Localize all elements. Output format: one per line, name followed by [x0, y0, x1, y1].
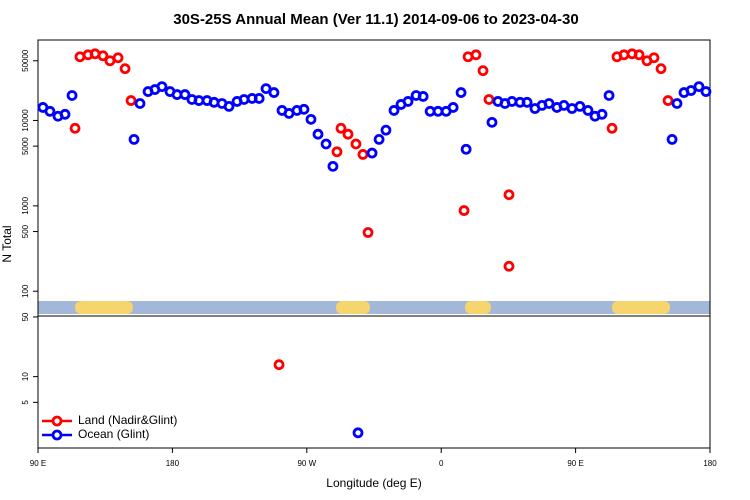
plot-frame	[37, 39, 711, 449]
land-patch	[336, 301, 370, 314]
point	[112, 52, 124, 64]
point	[655, 63, 667, 75]
point	[253, 93, 265, 104]
legend-label: Land (Nadir&Glint)	[78, 413, 177, 427]
y-axis-label: N Total	[0, 225, 14, 262]
y-tick-label: 1000	[21, 196, 30, 214]
point	[596, 108, 608, 120]
point	[298, 103, 310, 115]
point	[357, 149, 369, 160]
point	[460, 143, 472, 155]
land-patch	[75, 301, 133, 314]
point	[603, 90, 615, 101]
point	[470, 49, 482, 61]
point	[179, 89, 191, 100]
legend: Land (Nadir&Glint)Ocean (Glint)	[42, 413, 177, 441]
point	[223, 101, 235, 112]
point	[666, 133, 678, 145]
point	[693, 81, 705, 93]
point	[119, 63, 131, 75]
point	[380, 124, 392, 136]
point	[477, 65, 489, 77]
y-tick-label: 100	[21, 284, 30, 298]
point	[662, 95, 674, 106]
point	[543, 98, 555, 109]
y-tick-label: 50	[21, 312, 30, 321]
point	[327, 160, 339, 172]
legend-marker	[51, 415, 63, 427]
y-tick-label: 5000	[21, 137, 30, 155]
point	[455, 87, 467, 98]
point	[350, 138, 362, 150]
point	[582, 105, 594, 116]
land-patch	[612, 301, 670, 314]
point	[335, 122, 347, 134]
y-tick-label: 10	[21, 372, 30, 381]
y-tick-label: 500	[21, 224, 30, 238]
point	[320, 138, 332, 150]
point	[700, 86, 712, 97]
point	[97, 50, 109, 62]
x-tick-label: 180	[703, 459, 717, 468]
point	[66, 90, 78, 101]
point	[671, 98, 683, 109]
point	[59, 108, 71, 120]
x-axis-label: Longitude (deg E)	[326, 476, 421, 490]
point	[312, 128, 324, 140]
point	[373, 133, 385, 145]
y-tick-label: 10000	[21, 109, 30, 132]
point	[486, 116, 498, 128]
series	[69, 48, 674, 371]
point	[273, 359, 285, 371]
x-tick-label: 90 E	[30, 459, 46, 468]
point	[305, 113, 317, 125]
chart-title: 30S-25S Annual Mean (Ver 11.1) 2014-09-0…	[173, 11, 579, 28]
point	[648, 52, 660, 64]
point	[447, 102, 459, 113]
point	[331, 146, 343, 158]
point	[503, 189, 515, 201]
x-tick-label: 90 W	[297, 459, 316, 468]
series	[37, 81, 712, 439]
point	[156, 81, 168, 93]
point	[417, 91, 429, 102]
point	[388, 105, 400, 116]
point	[260, 83, 272, 94]
point	[402, 96, 414, 107]
point	[685, 85, 697, 96]
point	[503, 260, 515, 272]
point	[352, 427, 364, 439]
x-tick-label: 90 E	[567, 459, 583, 468]
point	[483, 94, 495, 105]
point	[606, 122, 618, 134]
point	[134, 98, 146, 109]
point	[362, 227, 374, 238]
land-patch	[465, 301, 491, 314]
point	[521, 96, 533, 108]
point	[342, 128, 354, 140]
point	[366, 147, 378, 159]
ocean-band	[38, 301, 710, 314]
x-tick-label: 180	[166, 459, 180, 468]
legend-marker	[51, 429, 63, 441]
x-tick-label: 0	[439, 459, 444, 468]
land-ocean-strip	[38, 301, 710, 314]
point	[69, 122, 81, 134]
y-tick-label: 50000	[21, 49, 30, 72]
point	[268, 87, 280, 98]
point	[128, 133, 140, 145]
y-tick-label: 5	[21, 400, 30, 405]
point	[633, 49, 645, 61]
point	[574, 101, 586, 112]
point	[458, 205, 470, 216]
legend-label: Ocean (Glint)	[78, 427, 149, 441]
point	[125, 95, 137, 106]
point	[44, 105, 56, 117]
